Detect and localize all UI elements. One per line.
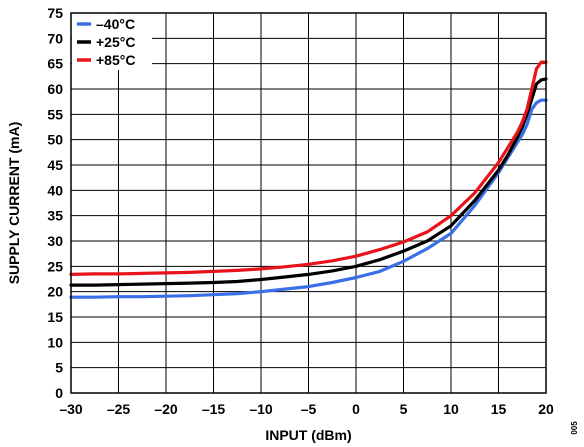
x-tick-label: –10: [249, 401, 273, 417]
legend-label: –40°C: [96, 16, 135, 32]
x-tick-label: –25: [107, 401, 131, 417]
y-tick-label: 0: [55, 385, 63, 401]
x-tick-label: –5: [301, 401, 317, 417]
x-tick-label: 5: [400, 401, 408, 417]
x-tick-label: –30: [59, 401, 83, 417]
y-tick-label: 45: [47, 157, 63, 173]
x-tick-label: 20: [538, 401, 554, 417]
legend: –40°C +25°C +85°C: [72, 14, 152, 70]
y-tick-label: 5: [55, 360, 63, 376]
y-tick-label: 15: [47, 309, 63, 325]
y-tick-label: 25: [47, 258, 63, 274]
y-tick-label: 10: [47, 334, 63, 350]
x-tick-label: 10: [443, 401, 459, 417]
y-tick-label: 50: [47, 132, 63, 148]
x-axis-label: INPUT (dBm): [265, 427, 351, 443]
y-tick-label: 65: [47, 56, 63, 72]
y-tick-labels: 0 5 10 15 20 25 30 35 40 45 50 55 60 65 70 75: [47, 5, 63, 401]
series-line: [69, 98, 548, 299]
x-tick-label: –15: [202, 401, 226, 417]
figure-number: 005: [570, 421, 579, 435]
x-tick-label: 15: [491, 401, 507, 417]
x-tick-labels: –30 –25 –20 –15 –10 –5 0 5 10 15 20: [59, 401, 554, 417]
series-line: [69, 60, 548, 276]
series-line: [69, 77, 548, 287]
y-axis-label: SUPPLY CURRENT (mA): [6, 122, 22, 285]
y-tick-label: 60: [47, 81, 63, 97]
y-tick-label: 75: [47, 5, 63, 21]
y-tick-label: 20: [47, 284, 63, 300]
grid-lines: [71, 13, 546, 393]
x-tick-label: 0: [352, 401, 360, 417]
plot-frame: [70, 12, 547, 394]
legend-label: +25°C: [96, 34, 135, 50]
y-tick-label: 70: [47, 30, 63, 46]
series-lines: [69, 60, 548, 299]
y-tick-label: 30: [47, 233, 63, 249]
legend-label: +85°C: [96, 52, 135, 68]
y-tick-label: 40: [47, 182, 63, 198]
y-tick-label: 35: [47, 208, 63, 224]
y-tick-label: 55: [47, 106, 63, 122]
x-tick-label: –20: [154, 401, 178, 417]
